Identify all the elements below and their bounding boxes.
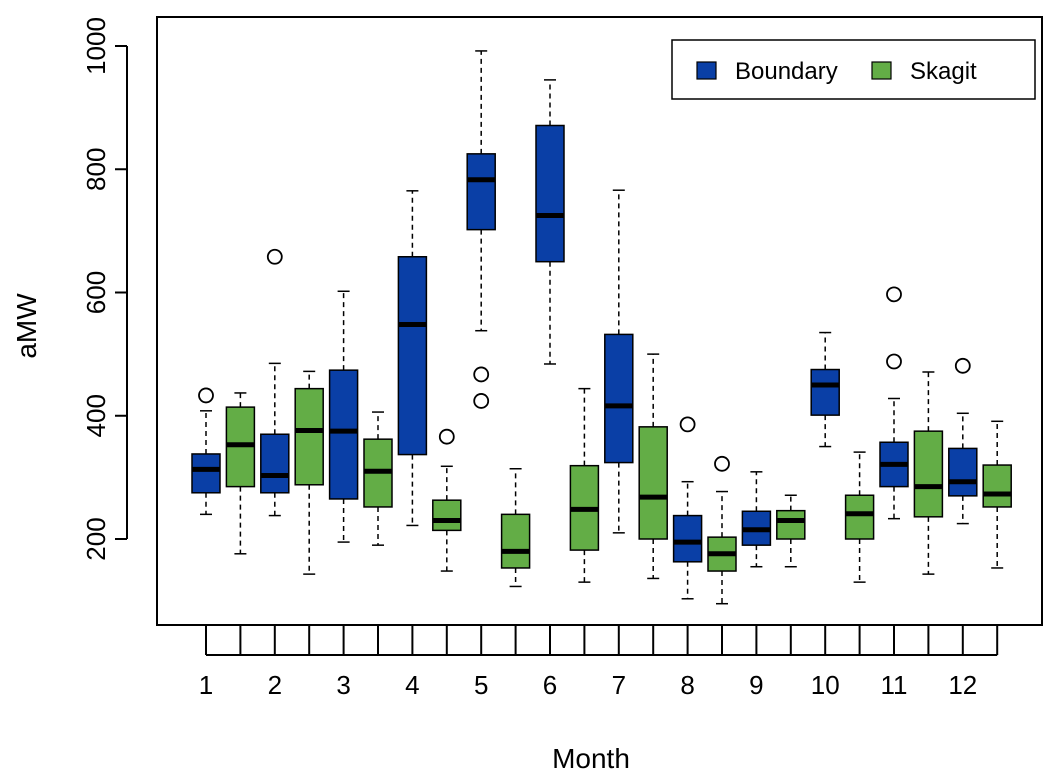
x-tick-label: 2: [268, 670, 282, 700]
legend-label: Skagit: [910, 58, 977, 85]
box-iqr: [776, 509, 806, 540]
box-iqr: [294, 387, 324, 486]
boxplot-skagit-month-10: [844, 451, 875, 583]
boxplot-skagit-month-6: [569, 387, 600, 583]
box-iqr: [191, 453, 221, 494]
x-tick-label: 1: [199, 670, 213, 700]
x-tick-label: 3: [336, 670, 350, 700]
boxplot-boundary-month-5: [466, 50, 496, 409]
y-tick-label: 200: [81, 517, 111, 560]
x-axis-title: Month: [552, 743, 630, 771]
y-tick-label: 600: [81, 271, 111, 314]
x-tick-label: 11: [881, 670, 908, 700]
box-iqr: [535, 124, 565, 263]
boxplot-boundary-month-3: [328, 290, 359, 543]
y-tick-label: 1000: [81, 17, 111, 75]
legend-frame: [671, 39, 1036, 100]
box-iqr: [397, 256, 428, 456]
outlier-point: [473, 393, 490, 409]
outlier-point: [438, 428, 455, 445]
boxplot-skagit-month-2: [294, 370, 324, 575]
box-iqr: [948, 447, 978, 497]
legend-swatch-boundary: [696, 61, 717, 80]
x-tick-label: 9: [749, 670, 763, 700]
boxplot-boundary-month-12: [948, 357, 978, 525]
box-iqr: [432, 499, 462, 532]
x-tick-label: 8: [680, 670, 694, 700]
boxplot-boundary-month-9: [741, 471, 772, 568]
x-tick-label: 12: [948, 670, 977, 700]
outlier-point: [714, 455, 730, 472]
x-tick-label: 7: [612, 670, 626, 700]
boxplot-skagit-month-9: [776, 494, 806, 568]
boxplot-skagit-month-1: [225, 392, 256, 555]
boxplot-skagit-month-8: [707, 455, 737, 605]
box-iqr: [604, 333, 634, 464]
box-iqr: [260, 433, 290, 494]
boxplot-boundary-month-4: [397, 190, 428, 527]
box-iqr: [844, 494, 875, 540]
boxplot-boundary-month-7: [604, 189, 634, 534]
boxplot-skagit-month-5: [500, 467, 531, 588]
box-iqr: [672, 514, 703, 563]
box-iqr: [810, 368, 840, 416]
outlier-point: [266, 248, 283, 265]
boxplot-skagit-month-4: [432, 428, 462, 572]
box-iqr: [466, 153, 496, 231]
x-tick-label: 6: [543, 670, 557, 700]
y-tick-label: 800: [81, 148, 111, 191]
legend: Boundary Skagit: [671, 39, 1036, 100]
outlier-point: [198, 387, 214, 404]
box-iqr: [500, 513, 531, 569]
x-tick-label: 10: [811, 670, 840, 700]
legend-label: Boundary: [735, 58, 838, 85]
outlier-point: [886, 353, 902, 370]
boxplot-skagit-month-11: [913, 371, 944, 575]
y-axis: 200 400 600 800 1000: [81, 17, 128, 561]
boxplot-boundary-month-2: [260, 248, 290, 517]
boxplot-skagit-month-7: [638, 353, 668, 580]
boxplot-boundary-month-6: [535, 79, 565, 365]
box-iqr: [638, 426, 668, 540]
x-axis: 1 2 3 4 5 6 7 8 9 10 11 12: [199, 625, 999, 700]
legend-swatch-skagit: [871, 61, 892, 80]
boxplot-boundary-month-10: [810, 331, 840, 448]
y-tick-label: 400: [81, 394, 111, 437]
boxplot-skagit-month-3: [363, 411, 393, 546]
box-iqr: [913, 430, 944, 518]
box-iqr: [982, 464, 1012, 508]
plot-frame: [156, 16, 1043, 626]
boxplot-skagit-month-12: [982, 420, 1012, 569]
outlier-point: [679, 416, 696, 433]
boxplot-boundary-month-8: [672, 416, 703, 600]
y-axis-title: aMW: [11, 293, 42, 359]
boxes-layer: [191, 50, 1012, 605]
boxplot-boundary-month-11: [879, 286, 909, 520]
outlier-point: [886, 286, 902, 303]
boxplot-boundary-month-1: [191, 387, 221, 516]
x-tick-label: 5: [474, 670, 488, 700]
outlier-point: [954, 357, 971, 374]
box-iqr: [328, 369, 359, 500]
x-tick-label: 4: [405, 670, 419, 700]
outlier-point: [473, 366, 490, 383]
